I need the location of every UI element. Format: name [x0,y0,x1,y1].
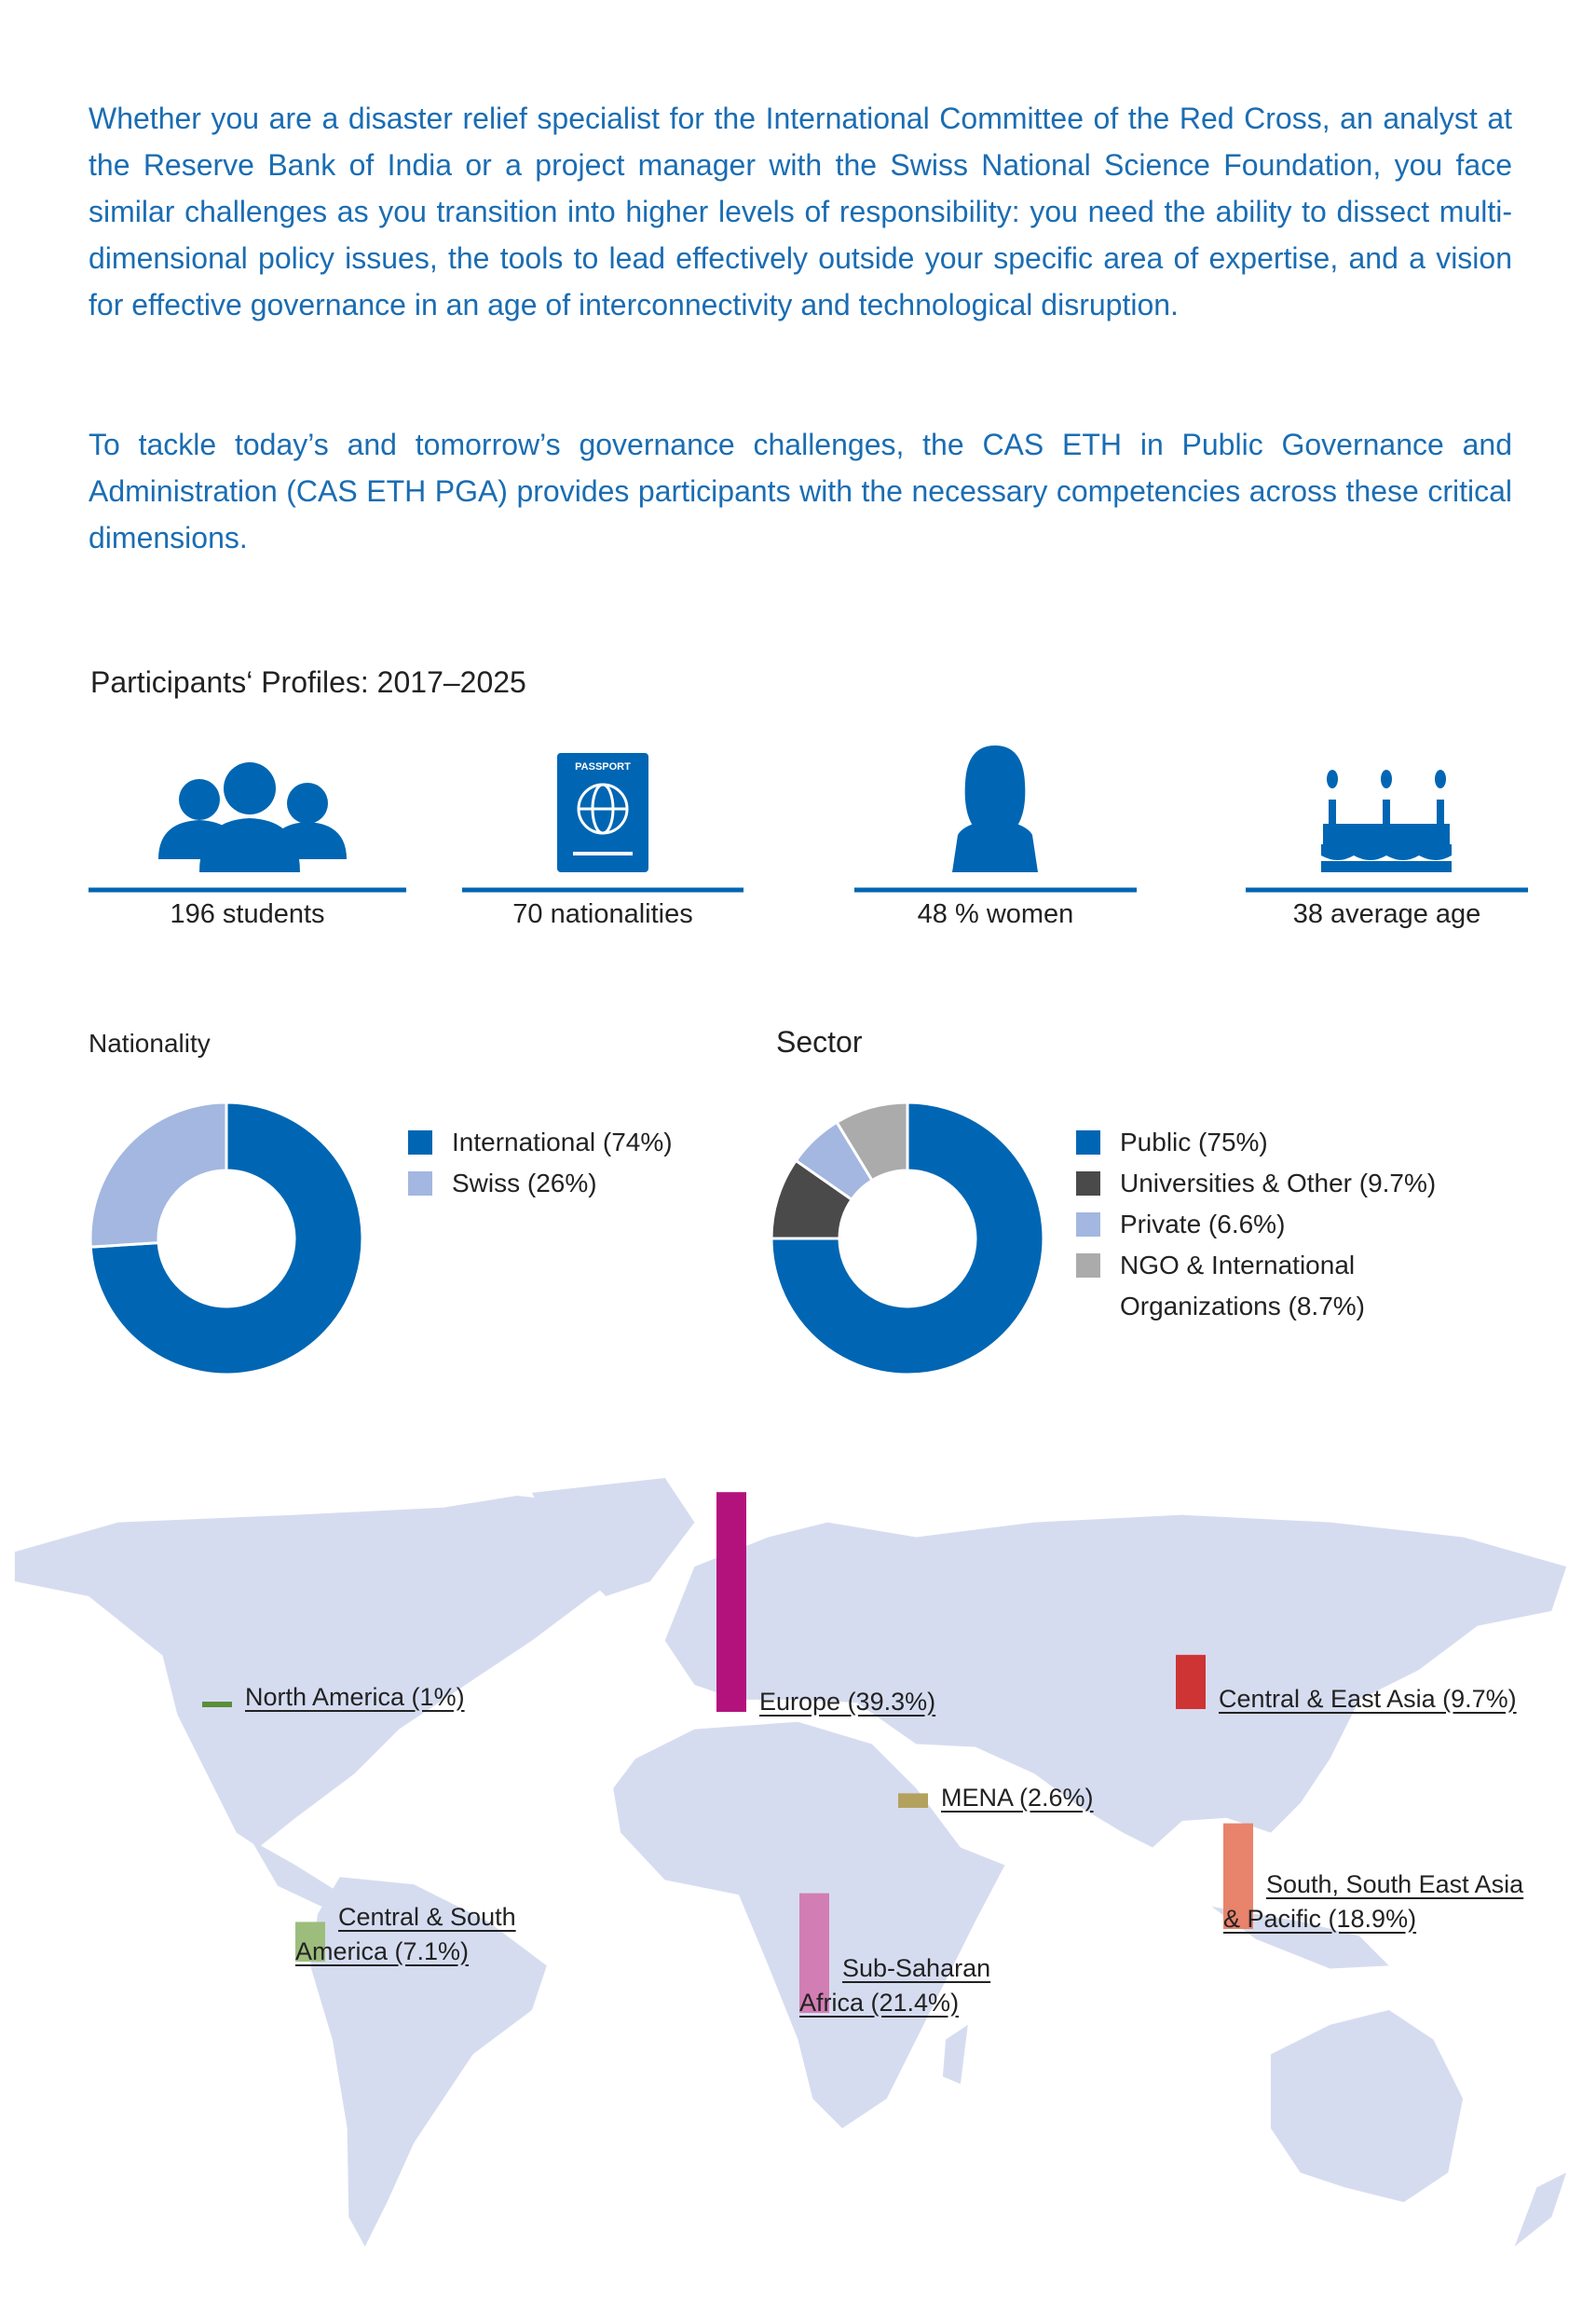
students-icon [158,762,347,872]
legend-item: Universities & Other (9.7%) [1076,1163,1474,1204]
donut-segment [89,1101,364,1376]
region-label: Central & East Asia (9.7%) [1219,1685,1517,1713]
legend-item: Swiss (26%) [408,1163,806,1204]
legend-swatch [1076,1253,1100,1278]
intro-paragraph: Whether you are a disaster relief specia… [89,102,1512,321]
legend-item: Private (6.6%) [1076,1204,1474,1245]
legend-swatch [1076,1130,1100,1155]
region-bar [295,1922,325,1962]
legend-label: Private (6.6%) [1120,1210,1286,1238]
legend-item: NGO & International Organizations (8.7%) [1076,1245,1474,1327]
legend: Public (75%) Universities & Other (9.7%) P… [1076,1122,1474,1327]
region-label: Central & South America (7.1%) [295,1903,516,1965]
legend-label: Swiss (26%) [452,1169,597,1197]
legend-swatch [408,1130,432,1155]
donut-segment [770,1101,1045,1376]
stat-label: 196 students [170,899,325,929]
legend-swatch [1076,1212,1100,1237]
passport-icon: PASSPORT [557,753,648,872]
intro-paragraph: To tackle today’s and tomorrow’s governa… [89,428,1512,554]
region-label: Europe (39.3%) [759,1688,936,1716]
donut-segment [835,1101,909,1183]
legend: International (74%) Swiss (26%) [408,1122,806,1204]
region-bar [1223,1823,1253,1929]
stat-label: 38 average age [1292,899,1481,929]
chart-title: Sector [776,1025,863,1059]
legend-label: NGO & International Organizations (8.7%) [1120,1251,1366,1320]
region-bar [898,1793,928,1808]
legend-item: International (74%) [408,1122,806,1163]
region-label: South, South East Asia & Pacific (18.9%) [1223,1870,1524,1933]
legend-item: Public (75%) [1076,1122,1474,1163]
passport-label: PASSPORT [575,761,631,773]
chart-title: Nationality [89,1029,211,1058]
region-label: MENA (2.6%) [941,1784,1094,1812]
legend-label: Public (75%) [1120,1128,1268,1156]
legend-label: Universities & Other (9.7%) [1120,1169,1437,1197]
women-icon [952,746,1038,872]
region-bar [1176,1654,1206,1709]
world-map [14,1478,1567,2247]
region-label: Sub-Saharan Africa (21.4%) [799,1954,991,2017]
region-bar [799,1893,829,2013]
region-bar [202,1702,232,1707]
stat-label: 70 nationalities [512,899,693,929]
legend-label: International (74%) [452,1128,673,1156]
legend-swatch [1076,1171,1100,1196]
region-label: North America (1%) [245,1683,465,1711]
cake-icon [1321,770,1452,872]
profiles-title: Participants‘ Profiles: 2017–2025 [90,665,526,699]
donut-segment [89,1101,228,1249]
stat-label: 48 % women [917,899,1074,929]
region-bar [716,1492,746,1712]
legend-swatch [408,1171,432,1196]
